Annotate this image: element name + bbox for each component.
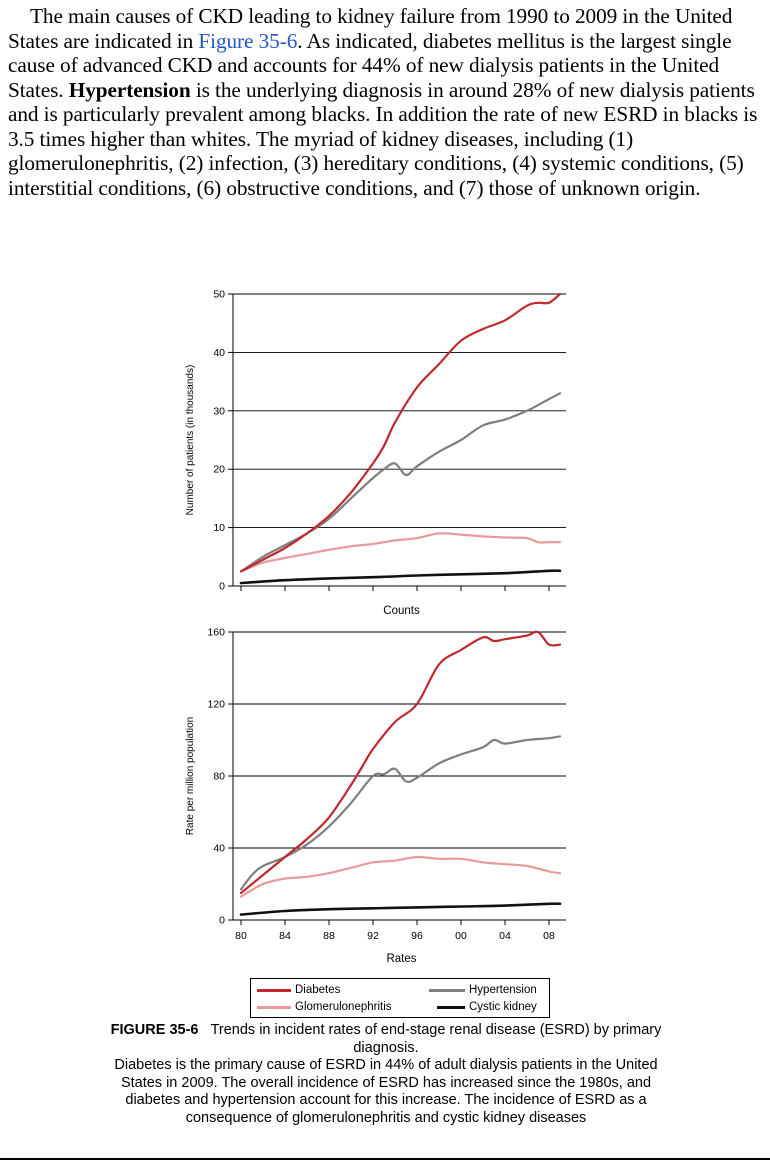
legend-item-diabetes: Diabetes bbox=[257, 982, 340, 998]
counts-y-tick-label: 40 bbox=[213, 347, 225, 359]
legend-swatch-glomerulonephritis bbox=[257, 1005, 291, 1009]
rates-x-tick-label: 04 bbox=[499, 930, 511, 942]
rates-x-tick-label: 80 bbox=[235, 930, 247, 942]
counts-y-tick-label: 10 bbox=[213, 522, 225, 534]
rates-x-tick-label: 08 bbox=[543, 930, 555, 942]
legend-swatch-cystic-kidney bbox=[437, 1005, 465, 1009]
page-bottom-rule bbox=[0, 1158, 770, 1160]
legend-item-glomerulonephritis: Glomerulonephritis bbox=[257, 999, 392, 1015]
legend-label-glomerulonephritis: Glomerulonephritis bbox=[295, 1001, 392, 1013]
caption-title: Trends in incident rates of end-stage re… bbox=[210, 1022, 662, 1056]
rates-chart: 0 40 80 120 160 80 84 88 92 96 00 04 08 Rates Rate per… bbox=[185, 627, 566, 965]
rates-panel-title: Rates bbox=[386, 953, 416, 965]
rates-x-tick-label: 92 bbox=[367, 930, 379, 942]
legend-item-cystic-kidney: Cystic kidney bbox=[437, 999, 537, 1015]
legend-label-cystic-kidney: Cystic kidney bbox=[469, 1001, 537, 1013]
hypertension-term: Hypertension bbox=[68, 77, 191, 102]
counts-panel-title: Counts bbox=[383, 605, 420, 617]
figure-link[interactable]: Figure 35-6 bbox=[198, 28, 298, 53]
rates-series-glomerulonephritis bbox=[239, 855, 562, 898]
legend-swatch-hypertension bbox=[429, 988, 465, 992]
counts-chart: 0 10 20 30 40 50 Counts Number of patients (in … bbox=[185, 289, 566, 617]
caption-body: Diabetes is the primary cause of ESRD in… bbox=[114, 1057, 658, 1126]
rates-x-tick-label: 84 bbox=[279, 930, 291, 942]
rates-series-diabetes bbox=[239, 630, 562, 895]
esrd-charts: 0 10 20 30 40 50 Counts Number of patients (in … bbox=[185, 289, 566, 965]
caption-title-line: FIGURE 35-6 Trends in incident rates of … bbox=[92, 1022, 680, 1057]
counts-series-glomerulonephritis bbox=[239, 532, 562, 573]
counts-y-tick-label: 20 bbox=[213, 464, 225, 476]
rates-y-tick-label: 0 bbox=[219, 915, 225, 927]
paragraph-text: . As indicated, diabetes mellitus is the… bbox=[8, 28, 732, 102]
counts-y-tick-label: 0 bbox=[219, 581, 225, 593]
rates-series-hypertension bbox=[239, 735, 562, 891]
paragraph-text: The main causes of CKD leading to kidney… bbox=[8, 4, 733, 53]
rates-y-tick-label: 120 bbox=[207, 699, 225, 711]
rates-y-tick-label: 160 bbox=[207, 627, 225, 639]
body-paragraph: The main causes of CKD leading to kidney… bbox=[8, 4, 764, 200]
figure-label: FIGURE 35-6 bbox=[110, 1022, 199, 1038]
rates-series-cystic-kidney bbox=[239, 902, 562, 916]
chart-legend: Diabetes Glomerulonephritis Hypertension… bbox=[250, 978, 550, 1018]
rates-y-axis-label: Rate per million population bbox=[185, 717, 196, 835]
counts-series-cystic-kidney bbox=[239, 569, 562, 585]
figure-caption: FIGURE 35-6 Trends in incident rates of … bbox=[92, 1022, 680, 1128]
rates-x-tick-label: 96 bbox=[411, 930, 423, 942]
rates-x-tick-label: 88 bbox=[323, 930, 335, 942]
rates-y-tick-label: 80 bbox=[213, 771, 225, 783]
legend-label-hypertension: Hypertension bbox=[469, 984, 537, 996]
paragraph-text: is the underlying diagnosis in around 28… bbox=[8, 77, 758, 200]
counts-y-tick-label: 30 bbox=[213, 405, 225, 417]
counts-y-axis-label: Number of patients (in thousands) bbox=[185, 365, 196, 516]
rates-y-tick-label: 40 bbox=[213, 843, 225, 855]
counts-series-diabetes bbox=[239, 292, 562, 573]
rates-x-tick-label: 00 bbox=[455, 930, 467, 942]
legend-label-diabetes: Diabetes bbox=[295, 984, 341, 996]
legend-swatch-diabetes bbox=[257, 988, 291, 992]
counts-y-tick-label: 50 bbox=[213, 289, 225, 301]
legend-item-hypertension: Hypertension bbox=[429, 982, 537, 998]
